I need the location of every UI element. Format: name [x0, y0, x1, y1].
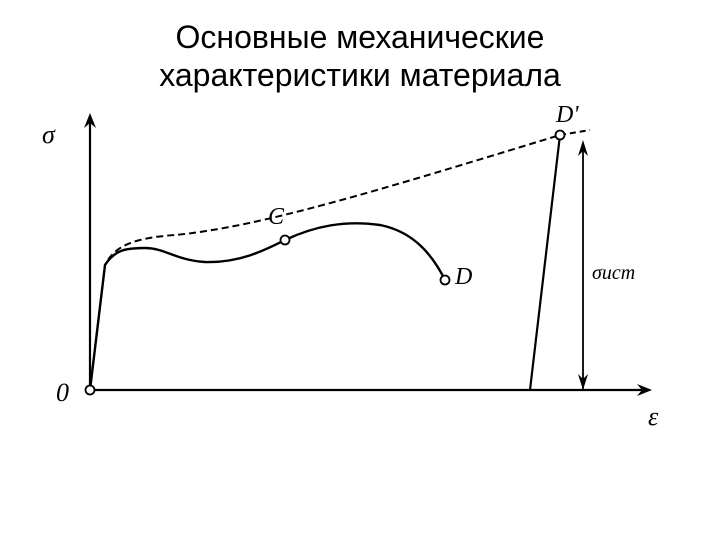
point-d: [441, 276, 450, 285]
point-c: [281, 236, 290, 245]
point-d-label: D: [455, 264, 472, 291]
point-d-prime-label: D': [556, 102, 578, 129]
solid-curve: [90, 223, 445, 390]
page-title: Основные механические характеристики мат…: [0, 0, 720, 95]
point-c-label: C: [268, 204, 284, 231]
d-prime-vertical: [530, 135, 560, 390]
title-line-2: характеристики материала: [159, 57, 561, 93]
title-line-1: Основные механические: [176, 19, 545, 55]
point-origin: [86, 386, 95, 395]
dashed-curve: [90, 135, 560, 390]
sigma-ist-label: σист: [592, 262, 635, 285]
stress-strain-chart: σ ε 0 C D D' σист: [60, 110, 660, 440]
chart-svg: [60, 110, 660, 440]
origin-label: 0: [56, 378, 69, 408]
point-d-prime: [556, 131, 565, 140]
y-axis-label: σ: [42, 120, 55, 150]
x-axis-label: ε: [648, 402, 658, 432]
